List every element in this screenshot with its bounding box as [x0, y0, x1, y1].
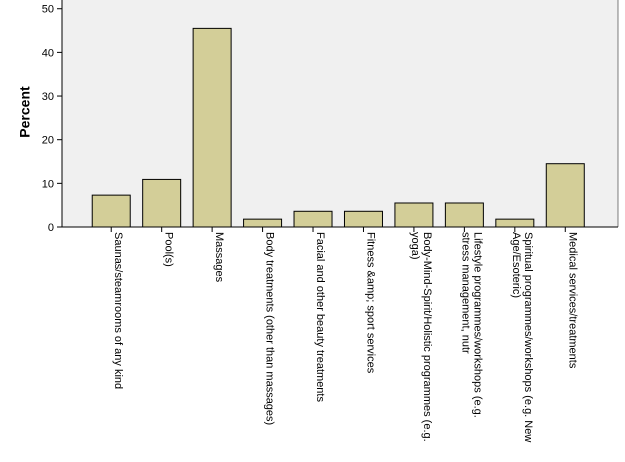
x-tick-label-group: Body-Mind-Spirit/Holistic programmes (e.…	[409, 232, 433, 442]
y-tick-label: 0	[48, 222, 54, 234]
x-tick-label: Spiritual programmes/workshops (e.g. New…	[510, 232, 534, 442]
x-tick-label: Massages	[213, 232, 225, 283]
bar	[91, 194, 131, 228]
y-tick-label: 40	[42, 47, 54, 59]
bar	[495, 218, 535, 228]
x-tick-label-group: Massages	[213, 232, 225, 283]
x-tick-label: Pool(s)	[163, 232, 175, 267]
x-tick-label-group: Pool(s)	[163, 232, 175, 267]
bar	[444, 202, 484, 228]
x-tick-label: Body-Mind-Spirit/Holistic programmes (e.…	[409, 232, 433, 442]
x-tick-label-group: Saunas/steamrooms of any kind	[112, 232, 124, 389]
x-tick-label: Body treatments (other than massages)	[264, 232, 276, 425]
bar	[293, 210, 333, 228]
y-tick-label: 30	[42, 91, 54, 103]
x-tick-label-group: Body treatments (other than massages)	[264, 232, 276, 425]
x-tick-label: Medical services/treatments	[566, 232, 578, 369]
x-tick-label: Lifestyle programmes/workshops (e.g.stre…	[459, 232, 483, 418]
bar	[142, 178, 182, 228]
bar	[343, 210, 383, 228]
x-tick-label: Saunas/steamrooms of any kind	[112, 232, 124, 389]
x-tick-label-group: Lifestyle programmes/workshops (e.g.stre…	[459, 232, 483, 418]
x-tick-label-group: Facial and other beauty treatments	[314, 232, 326, 402]
y-tick-label: 10	[42, 178, 54, 190]
bar	[394, 202, 434, 228]
x-tick-label: Facial and other beauty treatments	[314, 232, 326, 402]
y-tick-label: 20	[42, 135, 54, 147]
x-tick-label-group: Fitness &amp; sport services	[364, 232, 376, 374]
y-axis-label: Percent	[17, 86, 33, 138]
bar	[545, 163, 585, 228]
x-tick-label: Fitness &amp; sport services	[364, 232, 376, 374]
bar	[192, 27, 232, 228]
x-tick-label-group: Medical services/treatments	[566, 232, 578, 369]
bar	[243, 218, 283, 228]
y-tick-label: 50	[42, 4, 54, 16]
x-tick-label-group: Spiritual programmes/workshops (e.g. New…	[510, 232, 534, 442]
